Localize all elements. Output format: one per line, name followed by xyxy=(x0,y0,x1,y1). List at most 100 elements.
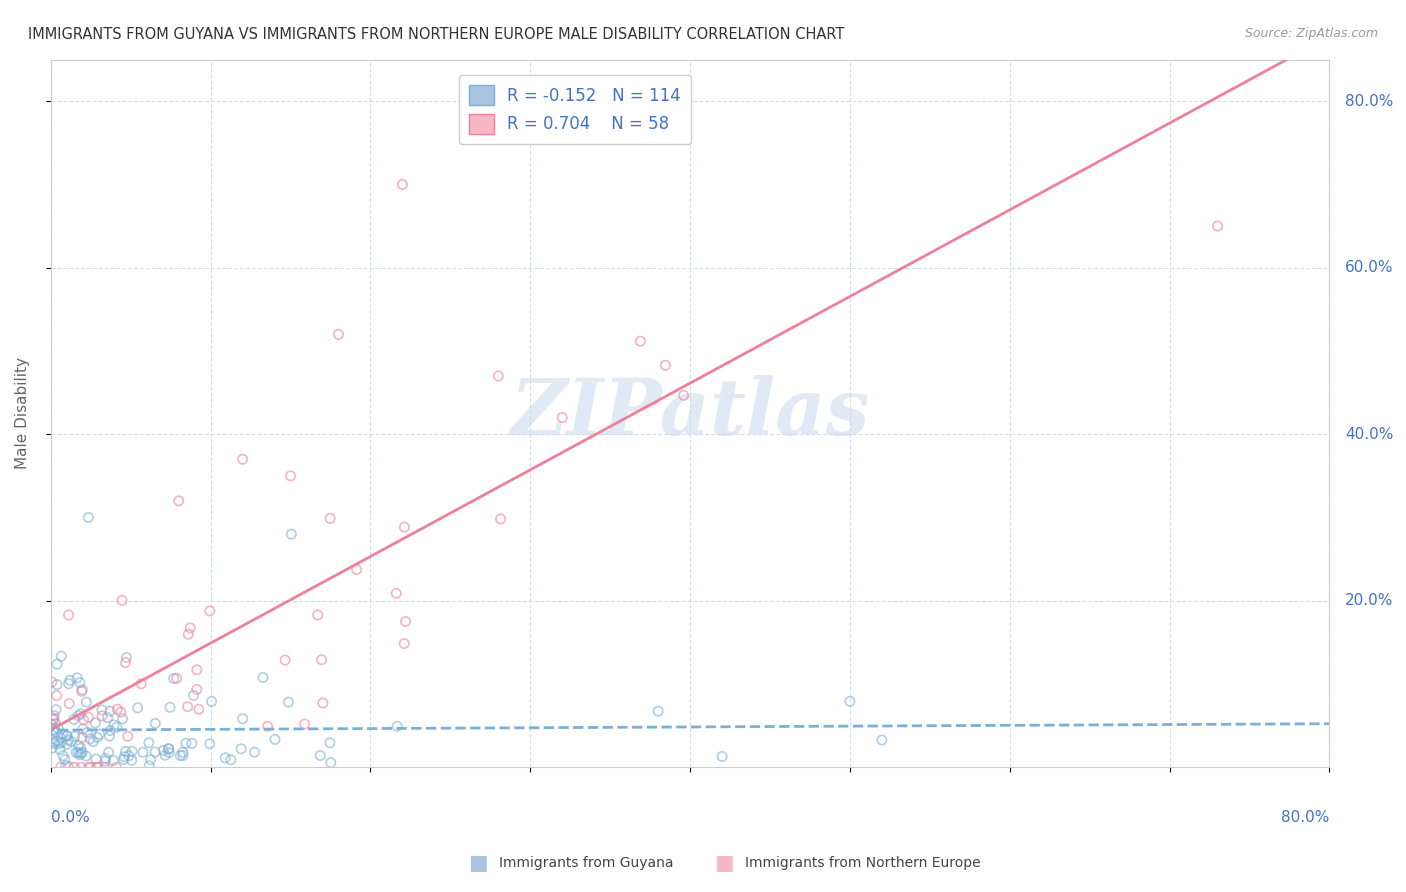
Point xyxy=(274,653,297,667)
Point xyxy=(72,682,94,697)
Text: ■: ■ xyxy=(714,853,734,872)
Point xyxy=(121,753,143,767)
Point xyxy=(94,754,117,768)
Point xyxy=(152,743,174,757)
Point xyxy=(839,694,862,708)
Point xyxy=(143,745,166,759)
Point xyxy=(98,704,121,718)
Point xyxy=(58,759,80,773)
Point xyxy=(52,727,75,741)
Point xyxy=(139,753,162,767)
Point xyxy=(77,760,100,774)
Point xyxy=(111,593,134,607)
Point xyxy=(111,712,134,726)
Point xyxy=(93,760,115,774)
Point xyxy=(67,746,90,760)
Point xyxy=(46,657,69,672)
Point xyxy=(654,359,676,373)
Point xyxy=(312,696,335,710)
Point xyxy=(63,729,86,743)
Point xyxy=(198,737,221,751)
Point xyxy=(157,741,180,756)
Point xyxy=(98,729,121,743)
Point xyxy=(84,752,107,766)
Point xyxy=(264,732,287,747)
Point xyxy=(48,737,70,751)
Point xyxy=(72,722,94,736)
Point xyxy=(69,741,91,756)
Point xyxy=(309,748,332,763)
Point xyxy=(58,733,80,747)
Point xyxy=(172,748,194,763)
Point xyxy=(97,711,120,725)
Point xyxy=(177,627,200,641)
Text: 40.0%: 40.0% xyxy=(1344,426,1393,442)
Point xyxy=(311,653,333,667)
Point xyxy=(58,677,80,691)
Point xyxy=(70,746,93,760)
Point xyxy=(138,736,160,750)
Point xyxy=(157,746,180,760)
Point xyxy=(169,748,191,763)
Point xyxy=(647,704,669,718)
Point xyxy=(41,675,63,690)
Point xyxy=(105,702,128,716)
Point xyxy=(486,368,509,383)
Point xyxy=(138,758,160,772)
Point xyxy=(60,734,83,748)
Point xyxy=(42,712,65,726)
Point xyxy=(46,722,69,736)
Point xyxy=(58,697,80,711)
Y-axis label: Male Disability: Male Disability xyxy=(15,358,30,469)
Point xyxy=(39,717,62,731)
Point xyxy=(46,677,69,691)
Point xyxy=(46,734,69,748)
Point xyxy=(103,754,125,768)
Point xyxy=(98,723,121,738)
Point xyxy=(243,745,266,759)
Point xyxy=(232,712,254,726)
Point xyxy=(55,758,77,772)
Point xyxy=(180,736,202,750)
Point xyxy=(385,586,408,600)
Point xyxy=(79,731,101,746)
Point xyxy=(280,527,302,541)
Point xyxy=(186,663,208,677)
Point xyxy=(159,700,181,714)
Point xyxy=(112,752,135,766)
Point xyxy=(174,736,197,750)
Point xyxy=(112,749,135,764)
Point xyxy=(132,745,155,759)
Point xyxy=(630,334,652,348)
Point xyxy=(277,695,299,709)
Point xyxy=(56,729,79,743)
Point xyxy=(394,615,416,629)
Point xyxy=(319,756,342,770)
Point xyxy=(45,716,67,731)
Point xyxy=(91,709,114,723)
Point xyxy=(385,719,408,733)
Point xyxy=(70,684,93,698)
Point xyxy=(59,673,82,688)
Text: Source: ZipAtlas.com: Source: ZipAtlas.com xyxy=(1244,27,1378,40)
Point xyxy=(82,734,104,748)
Point xyxy=(77,710,100,724)
Point xyxy=(45,689,67,703)
Point xyxy=(489,512,512,526)
Point xyxy=(346,562,368,576)
Point xyxy=(129,677,152,691)
Point xyxy=(86,731,108,745)
Point xyxy=(51,649,73,664)
Point xyxy=(49,735,72,749)
Point xyxy=(153,748,176,763)
Text: ■: ■ xyxy=(468,853,488,872)
Point xyxy=(97,745,120,759)
Point xyxy=(110,705,132,719)
Point xyxy=(72,745,94,759)
Point xyxy=(105,760,128,774)
Point xyxy=(76,725,98,739)
Point xyxy=(157,742,180,756)
Point xyxy=(89,727,111,741)
Point xyxy=(167,493,190,508)
Point xyxy=(198,604,221,618)
